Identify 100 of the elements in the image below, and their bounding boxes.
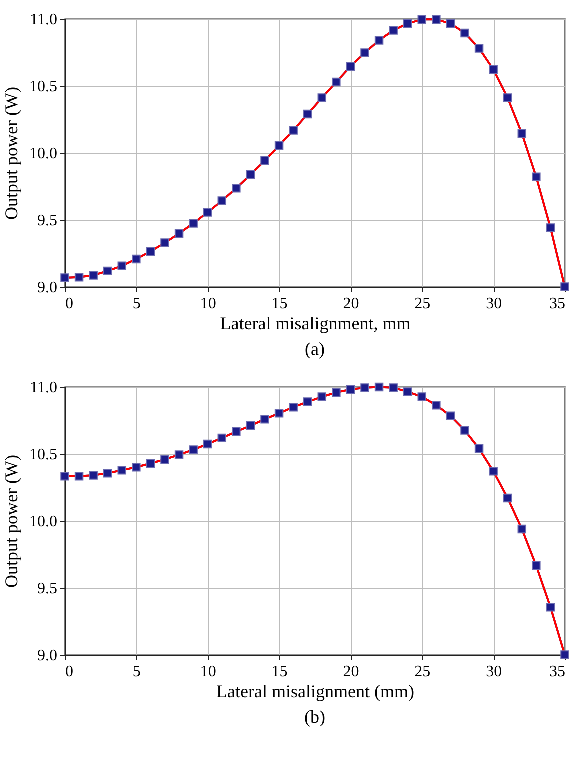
point <box>360 384 370 392</box>
point <box>160 455 170 464</box>
x-axis-title: Lateral misalignment, mm <box>220 314 411 334</box>
x-tick-label: 35 <box>550 664 566 680</box>
point <box>460 426 470 435</box>
point <box>460 28 470 38</box>
x-tick-label: 30 <box>486 664 502 680</box>
point <box>303 110 312 119</box>
x-tick-label: 30 <box>486 296 502 312</box>
y-tick-label: 10.0 <box>30 146 58 162</box>
point <box>74 472 84 481</box>
point <box>318 94 327 102</box>
y-tick-label: 11.0 <box>30 12 58 28</box>
point <box>246 421 256 430</box>
x-tick-label: 0 <box>66 296 74 312</box>
y-tick-label: 10.5 <box>30 446 58 464</box>
point <box>289 126 298 135</box>
point <box>489 65 498 74</box>
x-tick-label: 15 <box>272 296 288 312</box>
point <box>346 385 356 394</box>
y-axis-title: Output power (W) <box>2 455 22 588</box>
point <box>218 434 227 443</box>
point <box>203 208 212 217</box>
point <box>232 428 241 436</box>
point <box>260 415 270 424</box>
point <box>103 266 112 276</box>
text: (a) <box>305 339 325 359</box>
point <box>260 156 270 166</box>
point <box>546 603 556 612</box>
point <box>146 247 156 256</box>
point <box>374 36 384 45</box>
point <box>318 392 327 402</box>
point <box>546 224 556 232</box>
point <box>474 444 484 454</box>
point <box>74 272 84 282</box>
point <box>403 19 412 28</box>
point <box>403 388 412 396</box>
point <box>218 196 227 206</box>
point <box>518 524 527 534</box>
point <box>132 254 141 264</box>
point <box>374 382 384 392</box>
x-tick-label: 10 <box>200 664 216 680</box>
point <box>189 219 198 228</box>
point <box>118 466 127 475</box>
point <box>389 26 398 35</box>
x-tick-label: 20 <box>343 664 360 680</box>
x-axis-title: Lateral misalignment (mm) <box>216 682 414 702</box>
point <box>532 562 541 570</box>
point <box>346 62 356 72</box>
x-tick-label: 5 <box>132 296 141 312</box>
x-tick-label: 0 <box>66 664 74 680</box>
point <box>360 48 370 58</box>
point <box>174 229 184 238</box>
point <box>503 494 512 503</box>
point <box>389 384 398 392</box>
point <box>489 467 498 476</box>
y-tick-label: 9.0 <box>38 648 58 664</box>
y-tick-label: 10.0 <box>30 514 58 530</box>
point <box>303 398 312 406</box>
point <box>274 141 284 150</box>
point <box>532 172 541 182</box>
point <box>332 78 341 87</box>
point <box>432 400 441 410</box>
y-tick-label: 9.0 <box>38 280 58 296</box>
x-tick-label: 15 <box>272 664 288 680</box>
point <box>274 409 284 418</box>
point <box>418 15 427 24</box>
point <box>174 450 184 460</box>
point <box>118 262 127 270</box>
point <box>60 274 70 282</box>
point <box>246 170 256 180</box>
point <box>503 94 512 102</box>
x-tick-label: 35 <box>550 296 566 312</box>
point <box>103 469 112 478</box>
x-tick-label: 25 <box>414 296 431 312</box>
point <box>332 388 341 397</box>
y-tick-label: 11.0 <box>30 380 58 396</box>
point <box>474 44 484 53</box>
text: (b) <box>304 707 326 727</box>
y-axis-title: Output power (W) <box>2 87 22 220</box>
point <box>446 412 456 420</box>
x-tick-label: 10 <box>200 296 216 312</box>
y-tick-label: 9.5 <box>38 212 58 230</box>
point <box>446 19 456 28</box>
point <box>418 392 427 402</box>
point <box>189 446 198 454</box>
y-tick-label: 10.5 <box>30 78 58 96</box>
x-tick-label: 5 <box>132 664 141 680</box>
point <box>289 402 298 412</box>
point <box>203 440 212 449</box>
point <box>518 129 527 138</box>
point <box>89 471 98 480</box>
point <box>60 472 70 481</box>
point <box>160 238 170 248</box>
x-tick-label: 25 <box>414 664 431 680</box>
point <box>432 15 441 24</box>
point <box>146 459 156 468</box>
point <box>232 184 241 193</box>
point <box>132 463 141 472</box>
point <box>89 271 98 280</box>
